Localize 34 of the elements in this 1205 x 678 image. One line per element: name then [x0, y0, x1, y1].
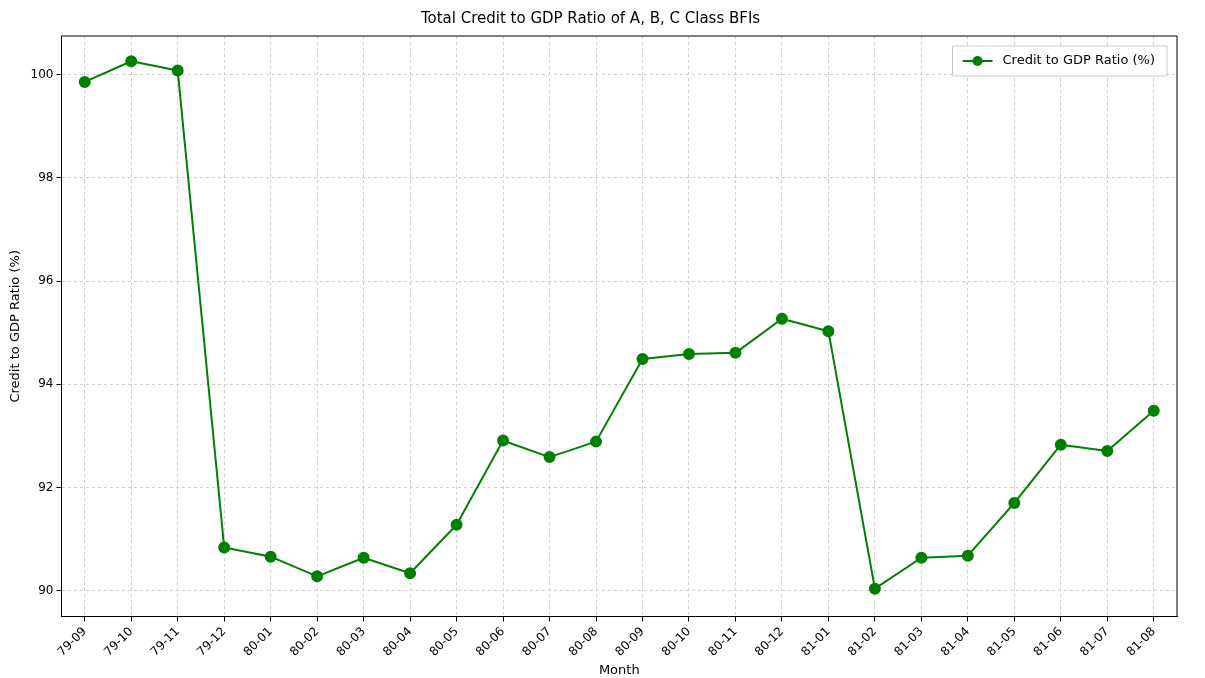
point [543, 451, 556, 464]
point [729, 346, 742, 359]
chart-title: Total Credit to GDP Ratio of A, B, C Class BFIs [419, 8, 761, 27]
y-tick-label: 94 [38, 376, 54, 391]
point [590, 435, 603, 448]
y-axis-title: Credit to GDP Ratio (%) [7, 250, 23, 403]
point [1147, 404, 1160, 417]
point [78, 75, 91, 88]
point [636, 353, 649, 366]
point [682, 347, 695, 360]
y-tick-label: 90 [38, 582, 54, 597]
point [125, 55, 138, 68]
point [775, 312, 788, 325]
point [1054, 438, 1067, 451]
point [961, 549, 974, 562]
point [868, 582, 881, 595]
point [450, 518, 463, 531]
y-tick-label: 96 [38, 273, 54, 288]
legend-label: Credit to GDP Ratio (%) [1002, 52, 1156, 68]
y-tick-label: 100 [30, 66, 54, 81]
point [1008, 497, 1021, 510]
y-tick-label: 98 [38, 170, 54, 185]
x-axis-title: Month [598, 661, 640, 677]
point [311, 570, 324, 583]
point [218, 541, 231, 554]
point [171, 64, 184, 77]
y-tick-label: 92 [38, 479, 54, 494]
point [1101, 444, 1114, 457]
point [357, 551, 370, 564]
point [404, 567, 417, 580]
point [264, 550, 277, 563]
point [822, 325, 835, 338]
point [497, 434, 510, 447]
point [915, 551, 928, 564]
